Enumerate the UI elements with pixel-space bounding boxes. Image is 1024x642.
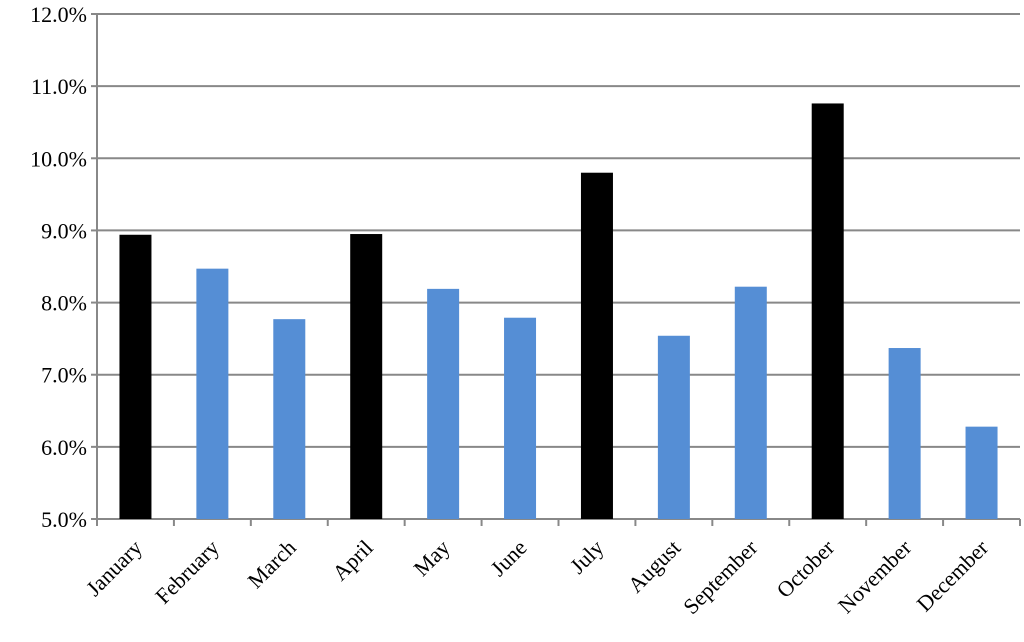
bar xyxy=(504,317,537,519)
y-tick-label: 9.0% xyxy=(41,218,87,243)
x-tick-label: August xyxy=(623,535,686,598)
bar xyxy=(427,288,460,519)
x-tick-label: July xyxy=(565,535,609,579)
y-tick-label: 5.0% xyxy=(41,507,87,532)
y-tick-label: 12.0% xyxy=(30,2,87,27)
x-tick-label: February xyxy=(150,535,224,609)
y-tick-label: 8.0% xyxy=(41,291,87,316)
x-tick-label: September xyxy=(678,534,763,619)
bar xyxy=(196,268,229,519)
bar xyxy=(734,286,767,519)
y-tick-label: 11.0% xyxy=(31,74,87,99)
bar xyxy=(811,103,844,519)
bar xyxy=(657,335,690,519)
y-tick-label: 10.0% xyxy=(30,146,87,171)
x-tick-label: January xyxy=(81,535,147,601)
x-tick-label: December xyxy=(911,534,993,616)
bar xyxy=(965,426,998,519)
x-tick-label: April xyxy=(327,535,378,586)
bar xyxy=(273,319,306,519)
x-tick-label: November xyxy=(833,534,917,618)
bar xyxy=(580,172,613,519)
x-tick-label: June xyxy=(485,535,531,581)
bar xyxy=(888,348,921,519)
bar xyxy=(350,234,383,520)
y-tick-label: 7.0% xyxy=(41,363,87,388)
x-tick-label: October xyxy=(771,534,839,602)
bar xyxy=(119,234,152,519)
x-tick-label: May xyxy=(408,535,454,581)
x-tick-label: March xyxy=(243,535,301,593)
y-tick-label: 6.0% xyxy=(41,435,87,460)
